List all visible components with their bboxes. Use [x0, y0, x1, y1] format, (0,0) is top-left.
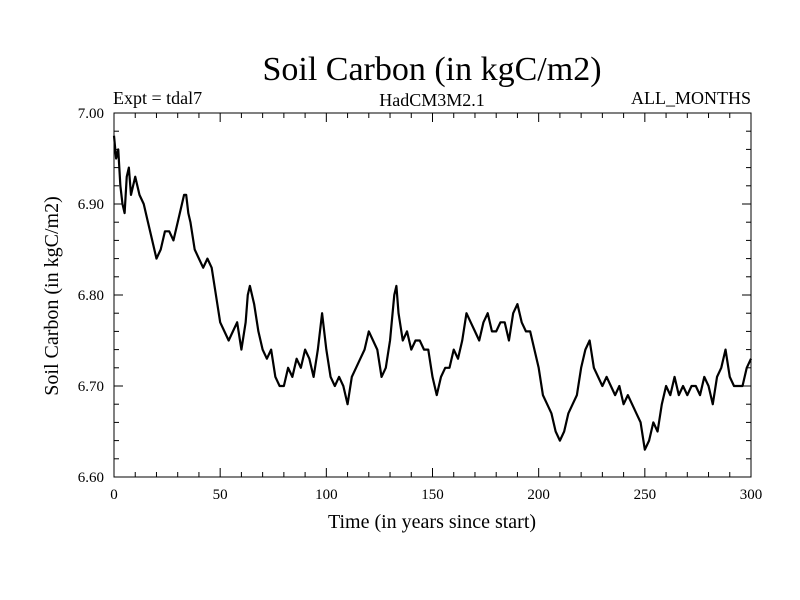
months-label: ALL_MONTHS: [631, 88, 751, 108]
y-tick-label: 6.60: [78, 470, 104, 486]
plot-area: 0 50 100 150 200 250 300 6.60 6.70 6.80 6.90 7.00: [78, 106, 763, 503]
series-line: [112, 135, 752, 451]
x-tick-label: 50: [213, 487, 228, 503]
y-axis-label: Soil Carbon (in kgC/m2): [41, 196, 63, 395]
x-tick-label: 250: [634, 487, 657, 503]
x-tick-label: 200: [527, 487, 550, 503]
y-tick-label: 6.70: [78, 379, 104, 395]
y-tick-label: 6.90: [78, 197, 104, 213]
x-tick-label: 0: [110, 487, 118, 503]
x-axis-label: Time (in years since start): [328, 511, 536, 533]
y-tick-label: 6.80: [78, 288, 104, 304]
plot-frame: [113, 112, 752, 478]
y-tick-label: 7.00: [78, 106, 104, 122]
x-tick-label: 100: [315, 487, 338, 503]
expt-label: Expt = tdal7: [113, 88, 202, 108]
x-tick-label: 150: [421, 487, 444, 503]
chart-title: Soil Carbon (in kgC/m2): [262, 51, 601, 88]
model-label: HadCM3M2.1: [379, 90, 485, 110]
x-tick-label: 300: [740, 487, 763, 503]
